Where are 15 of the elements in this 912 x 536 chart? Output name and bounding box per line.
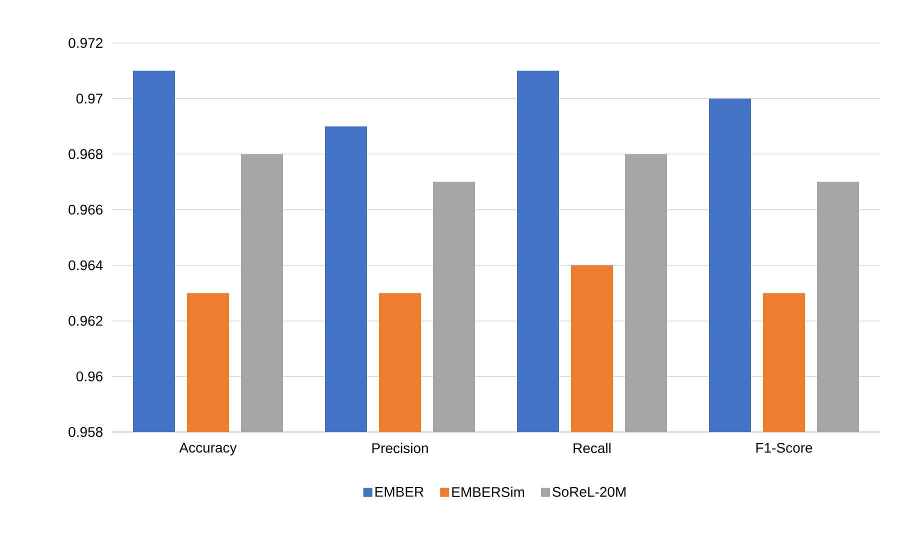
y-tick-label: 0.97: [76, 94, 102, 104]
x-tick-label: Precision: [372, 442, 428, 454]
y-tick-label: 0.96: [76, 371, 103, 382]
x-tick-label: F1-Score: [756, 442, 812, 453]
y-tick-label: 0.972: [68, 38, 102, 48]
legend-label: SoReL-20M: [552, 486, 626, 497]
x-tick-label: Recall: [574, 442, 611, 454]
y-tick-label: 0.964: [68, 260, 103, 270]
y-tick-label: 0.966: [68, 204, 103, 215]
y-tick-label: 0.958: [68, 427, 103, 437]
legend-label: EMBERSim: [452, 486, 524, 498]
y-tick-label: 0.962: [68, 316, 102, 326]
y-tick-label: 0.968: [68, 149, 103, 160]
legend-label: EMBER: [375, 487, 424, 497]
x-tick-label: Accuracy: [179, 442, 237, 456]
